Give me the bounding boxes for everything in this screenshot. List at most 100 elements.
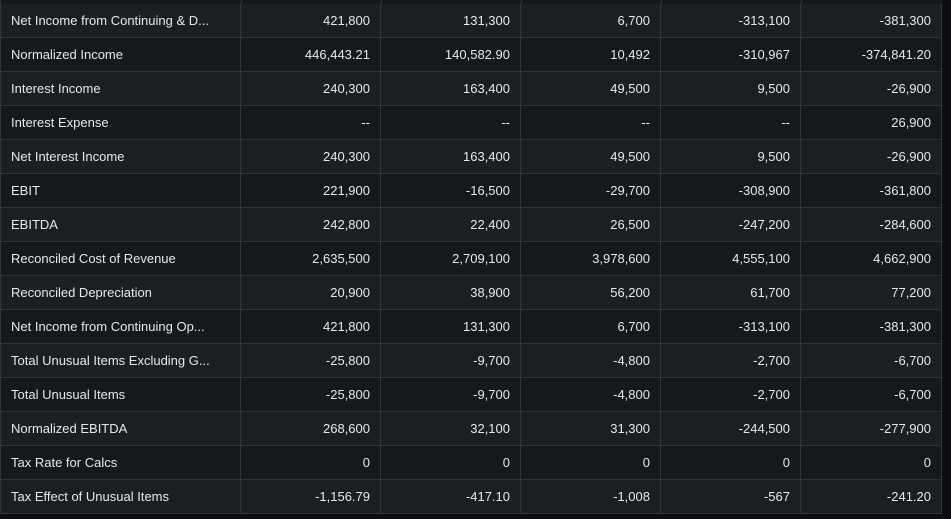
row-value: 6,700 xyxy=(521,310,661,343)
row-label: Reconciled Depreciation xyxy=(1,276,241,309)
row-value: -9,700 xyxy=(381,378,521,411)
table-row: Reconciled Cost of Revenue 2,635,500 2,7… xyxy=(1,242,942,276)
row-value: -277,900 xyxy=(801,412,942,445)
row-value: 31,300 xyxy=(521,412,661,445)
row-value: -241.20 xyxy=(801,480,942,513)
row-value: 446,443.21 xyxy=(241,38,381,71)
row-value: -- xyxy=(661,106,801,139)
row-value: 131,300 xyxy=(381,310,521,343)
row-value: 9,500 xyxy=(661,140,801,173)
table-row: Normalized Income 446,443.21 140,582.90 … xyxy=(1,38,942,72)
table-row: Interest Expense -- -- -- -- 26,900 xyxy=(1,106,942,140)
row-value: -- xyxy=(521,106,661,139)
row-value: -310,967 xyxy=(661,38,801,71)
row-value: 61,700 xyxy=(661,276,801,309)
row-value: -25,800 xyxy=(241,378,381,411)
table-row: Tax Effect of Unusual Items -1,156.79 -4… xyxy=(1,480,942,514)
row-value: 38,900 xyxy=(381,276,521,309)
row-value: 26,900 xyxy=(801,106,942,139)
table-row: Total Unusual Items -25,800 -9,700 -4,80… xyxy=(1,378,942,412)
financials-table: Net Income from Continuing & D... 421,80… xyxy=(0,4,942,514)
row-label: Total Unusual Items Excluding G... xyxy=(1,344,241,377)
row-value: -247,200 xyxy=(661,208,801,241)
row-value: -417.10 xyxy=(381,480,521,513)
row-value: 421,800 xyxy=(241,4,381,37)
row-label: Interest Expense xyxy=(1,106,241,139)
row-label: EBITDA xyxy=(1,208,241,241)
row-value: 242,800 xyxy=(241,208,381,241)
row-value: 0 xyxy=(801,446,942,479)
row-value: 6,700 xyxy=(521,4,661,37)
row-value: -567 xyxy=(661,480,801,513)
row-value: -381,300 xyxy=(801,4,942,37)
row-label: Tax Effect of Unusual Items xyxy=(1,480,241,513)
row-value: 221,900 xyxy=(241,174,381,207)
row-value: 240,300 xyxy=(241,140,381,173)
table-row: Normalized EBITDA 268,600 32,100 31,300 … xyxy=(1,412,942,446)
table-row: EBIT 221,900 -16,500 -29,700 -308,900 -3… xyxy=(1,174,942,208)
row-value: -308,900 xyxy=(661,174,801,207)
row-value: 268,600 xyxy=(241,412,381,445)
row-value: -2,700 xyxy=(661,378,801,411)
row-value: 4,662,900 xyxy=(801,242,942,275)
row-value: 421,800 xyxy=(241,310,381,343)
row-label: Net Income from Continuing & D... xyxy=(1,4,241,37)
table-row: Net Income from Continuing & D... 421,80… xyxy=(1,4,942,38)
row-value: -9,700 xyxy=(381,344,521,377)
row-value: -313,100 xyxy=(661,310,801,343)
row-value: 163,400 xyxy=(381,72,521,105)
row-value: 22,400 xyxy=(381,208,521,241)
row-value: -244,500 xyxy=(661,412,801,445)
row-value: -4,800 xyxy=(521,344,661,377)
row-value: 0 xyxy=(381,446,521,479)
row-value: -4,800 xyxy=(521,378,661,411)
row-value: -29,700 xyxy=(521,174,661,207)
table-row: Net Interest Income 240,300 163,400 49,5… xyxy=(1,140,942,174)
row-value: -2,700 xyxy=(661,344,801,377)
row-value: -1,008 xyxy=(521,480,661,513)
row-value: -- xyxy=(241,106,381,139)
row-value: 49,500 xyxy=(521,140,661,173)
row-value: 26,500 xyxy=(521,208,661,241)
row-value: 140,582.90 xyxy=(381,38,521,71)
row-value: -313,100 xyxy=(661,4,801,37)
row-label: Normalized Income xyxy=(1,38,241,71)
row-label: Tax Rate for Calcs xyxy=(1,446,241,479)
table-row: EBITDA 242,800 22,400 26,500 -247,200 -2… xyxy=(1,208,942,242)
row-value: -6,700 xyxy=(801,344,942,377)
row-label: EBIT xyxy=(1,174,241,207)
row-value: -26,900 xyxy=(801,72,942,105)
bottom-edge xyxy=(0,514,951,519)
row-value: 0 xyxy=(241,446,381,479)
row-label: Normalized EBITDA xyxy=(1,412,241,445)
row-label: Net Interest Income xyxy=(1,140,241,173)
row-value: -361,800 xyxy=(801,174,942,207)
row-value: -16,500 xyxy=(381,174,521,207)
row-label: Net Income from Continuing Op... xyxy=(1,310,241,343)
row-value: 2,635,500 xyxy=(241,242,381,275)
row-value: 3,978,600 xyxy=(521,242,661,275)
row-value: 9,500 xyxy=(661,72,801,105)
table-row: Net Income from Continuing Op... 421,800… xyxy=(1,310,942,344)
row-value: 20,900 xyxy=(241,276,381,309)
row-value: -25,800 xyxy=(241,344,381,377)
row-value: -- xyxy=(381,106,521,139)
scroll-gutter xyxy=(942,0,951,519)
row-value: -381,300 xyxy=(801,310,942,343)
row-value: 0 xyxy=(521,446,661,479)
row-value: 4,555,100 xyxy=(661,242,801,275)
row-label: Reconciled Cost of Revenue xyxy=(1,242,241,275)
row-value: 131,300 xyxy=(381,4,521,37)
row-value: 240,300 xyxy=(241,72,381,105)
row-value: -284,600 xyxy=(801,208,942,241)
row-value: -374,841.20 xyxy=(801,38,942,71)
table-row: Interest Income 240,300 163,400 49,500 9… xyxy=(1,72,942,106)
row-label: Interest Income xyxy=(1,72,241,105)
row-value: -26,900 xyxy=(801,140,942,173)
row-value: -1,156.79 xyxy=(241,480,381,513)
row-value: 49,500 xyxy=(521,72,661,105)
row-value: 77,200 xyxy=(801,276,942,309)
row-value: 0 xyxy=(661,446,801,479)
row-value: 163,400 xyxy=(381,140,521,173)
row-value: 2,709,100 xyxy=(381,242,521,275)
